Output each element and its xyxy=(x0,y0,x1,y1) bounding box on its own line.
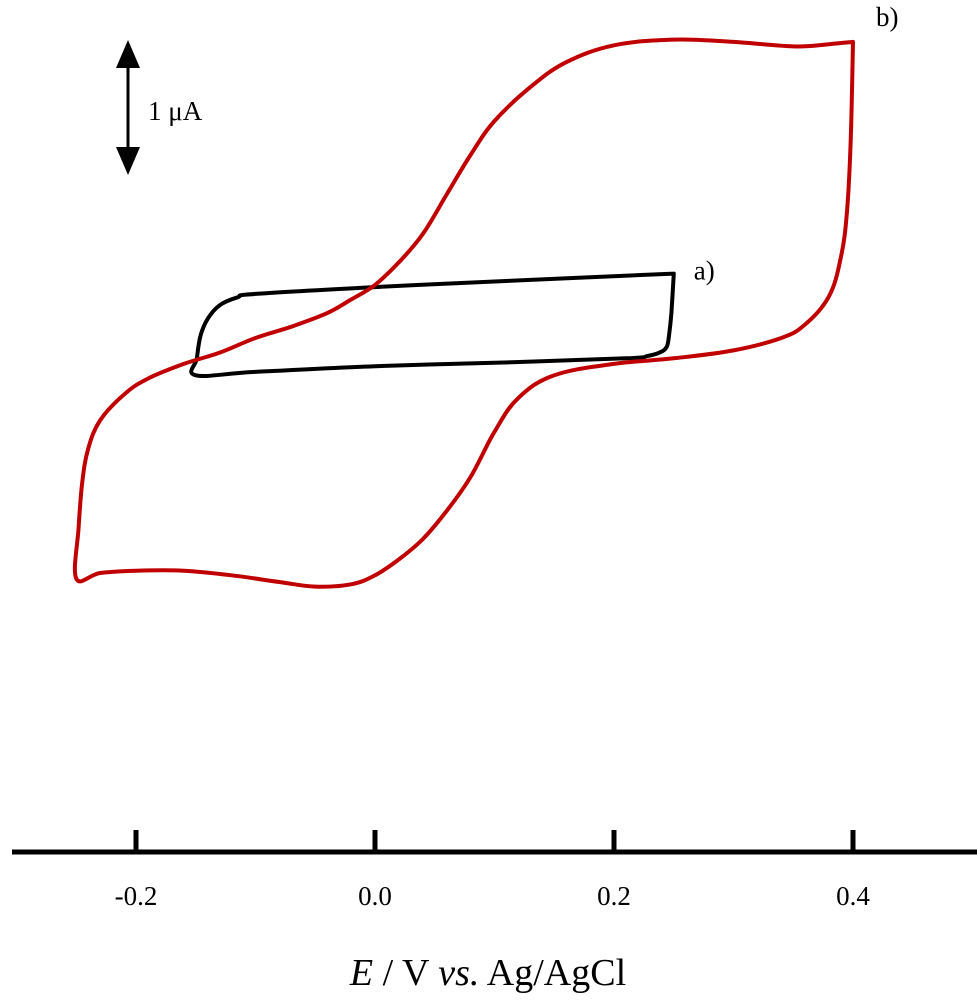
series-label-a: a) xyxy=(694,256,715,286)
x-axis: -0.2 0.0 0.2 0.4 xyxy=(12,830,977,911)
scale-bar-arrow-down xyxy=(116,147,140,175)
x-tick-label-3: 0.4 xyxy=(836,881,870,911)
x-axis-title-part-1: / V xyxy=(373,952,438,994)
scale-bar: 1 μA xyxy=(116,40,203,175)
series-line-b xyxy=(72,37,855,589)
x-axis-title-part-2: vs. xyxy=(438,952,479,994)
curves-group: a) b) xyxy=(72,2,899,589)
x-axis-title: E / V vs. Ag/AgCl xyxy=(349,952,626,994)
x-tick-label-0: -0.2 xyxy=(115,881,158,911)
series-line-a xyxy=(189,271,676,379)
scale-bar-label: 1 μA xyxy=(148,96,203,126)
x-tick-label-2: 0.2 xyxy=(597,881,631,911)
x-tick-label-1: 0.0 xyxy=(358,881,392,911)
series-label-b: b) xyxy=(876,2,899,32)
scale-bar-arrow-up xyxy=(116,40,140,68)
x-axis-title-part-0: E xyxy=(349,952,373,994)
x-axis-title-part-3: Ag/AgCl xyxy=(479,952,626,994)
